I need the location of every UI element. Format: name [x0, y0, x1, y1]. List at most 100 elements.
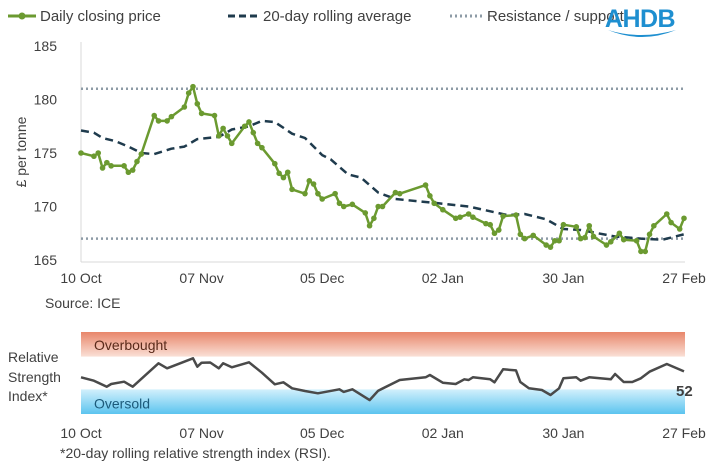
- price-point: [547, 244, 554, 250]
- price-point: [99, 165, 106, 171]
- rsi-x-tick-label: 02 Jan: [422, 425, 464, 441]
- price-point: [457, 214, 463, 220]
- price-point: [551, 237, 558, 244]
- rsi-axis-label-line3: Index*: [8, 388, 48, 404]
- price-point: [465, 211, 472, 217]
- price-point: [638, 248, 644, 255]
- resistance-support-lines: [81, 87, 684, 240]
- price-point: [310, 181, 317, 187]
- price-point: [216, 133, 222, 139]
- price-point: [104, 159, 110, 166]
- price-line: [80, 85, 686, 253]
- y-tick-label: 165: [34, 252, 58, 268]
- rolling-average-line: [80, 119, 685, 241]
- price-point: [241, 123, 248, 130]
- x-tick-label: 02 Jan: [422, 270, 464, 286]
- price-point: [306, 178, 313, 184]
- price-point: [129, 167, 136, 173]
- x-tick-labels: 10 Oct 07 Nov 05 Dec 02 Jan 30 Jan 27 Feb: [60, 270, 706, 286]
- source-note: Source: ICE: [45, 295, 120, 311]
- price-point: [246, 119, 252, 125]
- x-tick-label: 05 Dec: [300, 270, 344, 286]
- rsi-x-tick-label: 27 Feb: [662, 425, 706, 441]
- rsi-x-tick-label: 10 Oct: [60, 425, 101, 441]
- price-point: [586, 222, 593, 229]
- price-point: [211, 112, 218, 119]
- x-tick-label: 30 Jan: [542, 270, 584, 286]
- x-tick-label: 10 Oct: [60, 270, 101, 286]
- rsi-bands: Overbought Oversold: [81, 332, 685, 414]
- price-point: [517, 231, 524, 238]
- price-point: [164, 118, 170, 124]
- rsi-x-tick-label: 07 Nov: [179, 425, 223, 441]
- y-tick-label: 185: [34, 38, 58, 54]
- legend-price-marker: [18, 12, 26, 20]
- price-point: [392, 189, 399, 196]
- price-point: [91, 153, 97, 160]
- rsi-axis-label-line1: Relative: [8, 349, 59, 365]
- overbought-band: [81, 332, 685, 357]
- price-point: [396, 190, 403, 197]
- x-tick-label: 07 Nov: [179, 270, 223, 286]
- y-tick-label: 170: [34, 199, 58, 215]
- price-point: [646, 231, 653, 238]
- legend: Daily closing price 20-day rolling avera…: [8, 8, 625, 25]
- price-point: [603, 242, 610, 248]
- price-point: [284, 169, 291, 176]
- price-point: [371, 215, 377, 222]
- price-point: [470, 214, 476, 220]
- price-point: [289, 186, 295, 193]
- price-point: [530, 232, 537, 239]
- price-point: [168, 113, 175, 120]
- price-point: [138, 151, 145, 157]
- price-point: [95, 150, 102, 156]
- price-point: [190, 83, 196, 90]
- price-point: [302, 190, 308, 197]
- price-point: [315, 190, 321, 197]
- price-point: [332, 190, 338, 197]
- price-point: [121, 163, 127, 169]
- y-axis-label: £ per tonne: [13, 116, 29, 187]
- price-point: [651, 222, 657, 229]
- price-point: [663, 211, 670, 217]
- overbought-label: Overbought: [94, 337, 167, 353]
- price-point: [543, 242, 549, 248]
- y-tick-label: 175: [34, 145, 58, 161]
- price-point: [254, 140, 261, 147]
- price-point: [440, 206, 446, 213]
- price-point: [491, 230, 498, 237]
- footnote: *20-day rolling relative strength index …: [60, 445, 331, 461]
- rsi-x-tick-label: 30 Jan: [542, 425, 584, 441]
- price-point: [556, 237, 562, 244]
- price-point: [336, 200, 343, 207]
- price-point: [349, 201, 356, 208]
- x-tick-label: 27 Feb: [662, 270, 706, 286]
- price-point: [375, 203, 381, 210]
- price-point: [668, 219, 674, 226]
- price-point: [582, 234, 588, 241]
- price-point: [487, 221, 493, 228]
- price-point: [590, 233, 597, 240]
- ahdb-logo: AHDB: [605, 5, 676, 37]
- rsi-last-value: 52: [676, 383, 693, 400]
- price-point: [108, 163, 114, 169]
- rsi-x-tick-label: 05 Dec: [300, 425, 344, 441]
- price-point: [379, 203, 386, 210]
- price-point: [185, 90, 192, 96]
- rsi-line: [80, 357, 685, 402]
- price-point: [573, 224, 580, 230]
- price-point: [620, 236, 627, 243]
- price-point: [616, 230, 623, 237]
- y-tick-label: 180: [34, 92, 58, 108]
- price-point: [452, 215, 459, 222]
- rolling-average-series: [80, 119, 685, 241]
- price-point: [500, 213, 506, 219]
- rsi-axis-label-line2: Strength: [8, 369, 61, 385]
- y-tick-labels: 185 180 175 170 165: [34, 38, 58, 268]
- price-point: [607, 239, 614, 245]
- price-point: [681, 215, 687, 222]
- price-point: [250, 129, 257, 136]
- price-point: [422, 182, 429, 188]
- rsi-series: [80, 357, 685, 402]
